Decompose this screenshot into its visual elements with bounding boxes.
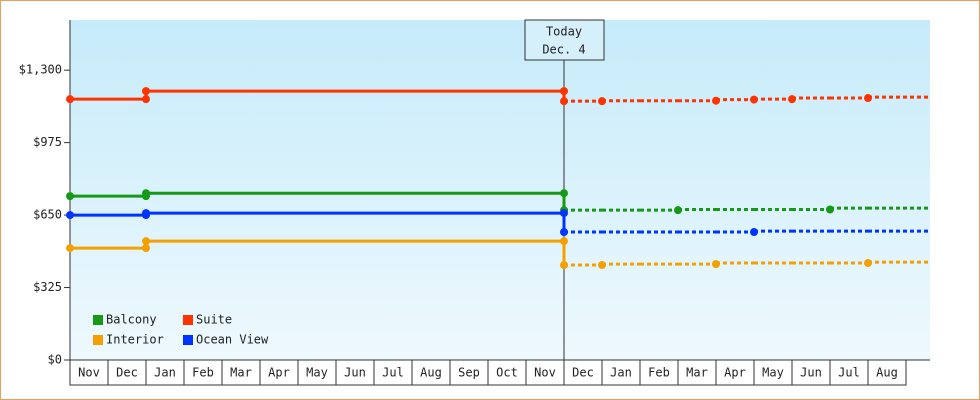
price-point — [66, 244, 74, 253]
x-tick-label: Nov — [534, 366, 556, 380]
x-tick-label: Jul — [382, 366, 404, 380]
x-tick-label: Aug — [876, 366, 898, 380]
y-tick-label: $325 — [33, 280, 62, 294]
x-tick-label: Oct — [496, 366, 518, 380]
y-tick-label: $1,300 — [19, 63, 62, 77]
price-point — [598, 261, 606, 270]
price-point — [560, 228, 568, 237]
x-tick-label: Dec — [572, 366, 594, 380]
x-tick-label: Feb — [192, 366, 214, 380]
price-point — [674, 206, 682, 215]
price-point — [66, 211, 74, 220]
x-cell — [107, 359, 147, 386]
price-point — [66, 95, 74, 104]
price-point — [750, 95, 758, 104]
x-cell — [145, 359, 185, 386]
y-tick-label: $0 — [48, 353, 62, 367]
x-tick-label: Jul — [838, 366, 860, 380]
y-tick-label: $975 — [33, 135, 62, 149]
legend-swatch — [93, 315, 103, 325]
x-tick-label: Mar — [230, 366, 252, 380]
price-point — [142, 189, 150, 198]
x-cell — [411, 359, 451, 386]
price-point — [142, 209, 150, 218]
today-label: Dec. 4 — [542, 43, 585, 57]
price-point — [826, 205, 834, 214]
x-tick-label: Apr — [268, 366, 290, 380]
price-point — [142, 237, 150, 246]
price-point — [864, 259, 872, 268]
price-point — [598, 97, 606, 106]
price-point — [712, 260, 720, 269]
x-cell — [525, 359, 565, 386]
x-tick-label: Feb — [648, 366, 670, 380]
x-tick-label: Dec — [116, 366, 138, 380]
x-tick-label: Mar — [686, 366, 708, 380]
legend-swatch — [183, 335, 193, 345]
price-point — [788, 95, 796, 104]
plot-area — [70, 20, 930, 360]
today-box — [524, 19, 605, 61]
today-label: Today — [546, 25, 582, 39]
x-cell — [449, 359, 489, 386]
x-cell — [791, 359, 831, 386]
price-point — [712, 96, 720, 105]
y-tick-label: $650 — [33, 208, 62, 222]
price-point — [864, 94, 872, 103]
price-point — [142, 244, 150, 253]
x-cell — [221, 359, 261, 386]
x-cell — [69, 359, 109, 386]
x-cell — [867, 359, 907, 386]
price-point — [750, 228, 758, 237]
legend-label: Balcony — [106, 313, 157, 327]
price-point — [142, 95, 150, 104]
x-tick-label: Sep — [458, 366, 480, 380]
legend-label: Ocean View — [196, 333, 269, 347]
legend-label: Interior — [106, 333, 164, 347]
price-point — [560, 261, 568, 270]
x-tick-label: Jan — [154, 366, 176, 380]
x-cell — [373, 359, 413, 386]
x-tick-label: Aug — [420, 366, 442, 380]
x-tick-label: May — [762, 366, 784, 380]
price-point — [560, 97, 568, 106]
legend-swatch — [183, 315, 193, 325]
price-point — [66, 192, 74, 201]
x-cell — [677, 359, 717, 386]
x-tick-label: Jun — [800, 366, 822, 380]
x-tick-label: Apr — [724, 366, 746, 380]
legend-label: Suite — [196, 313, 232, 327]
price-point — [142, 87, 150, 96]
x-tick-label: Nov — [78, 366, 100, 380]
x-tick-label: Jan — [610, 366, 632, 380]
x-cell — [715, 359, 755, 386]
x-cell — [487, 359, 527, 386]
x-tick-label: May — [306, 366, 328, 380]
x-tick-label: Jun — [344, 366, 366, 380]
legend-swatch — [93, 335, 103, 345]
x-cell — [829, 359, 869, 386]
